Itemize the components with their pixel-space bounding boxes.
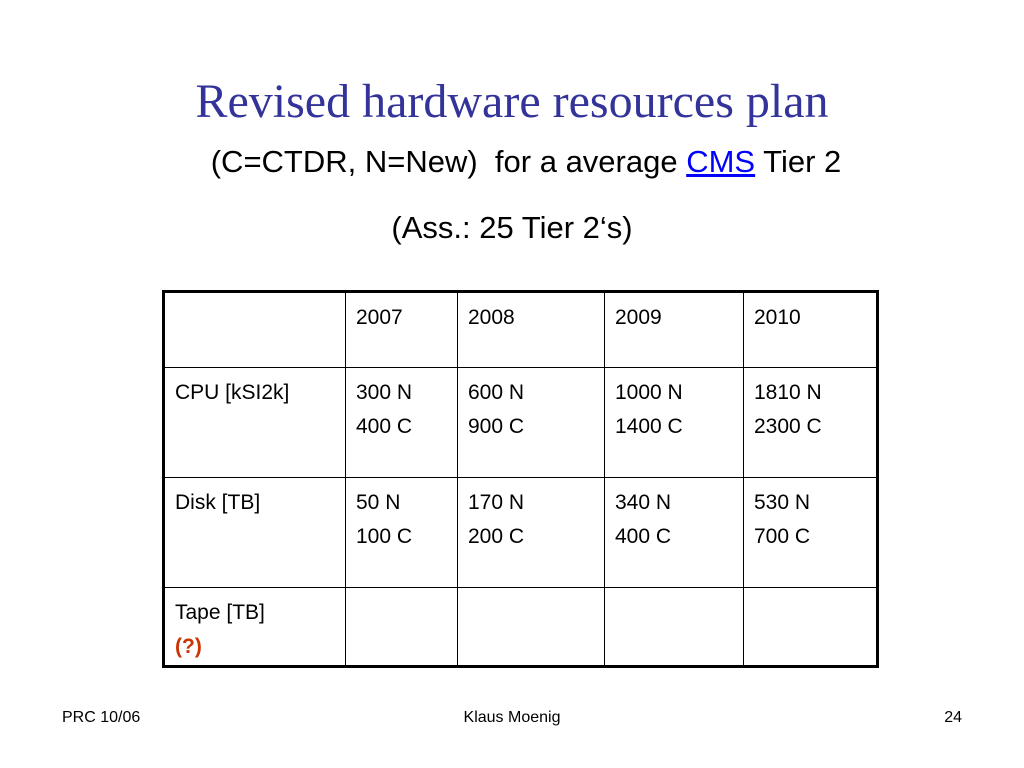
disk-2010-ctdr: 700 C	[754, 525, 811, 548]
cpu-2008-ctdr: 900 C	[468, 415, 525, 438]
disk-2009-cell: 340 N 400 C	[604, 477, 744, 588]
tape-2007-cell	[345, 587, 458, 667]
header-cell-2008: 2008	[457, 291, 605, 368]
footer-date: PRC 10/06	[62, 709, 141, 726]
footer-page-number: 24	[944, 709, 962, 726]
disk-2008-cell: 170 N 200 C	[457, 477, 605, 588]
row-label-tape: Tape [TB]	[175, 601, 265, 624]
disk-2007-new: 50 N	[356, 491, 401, 514]
disk-2010-cell: 530 N 700 C	[743, 477, 878, 588]
subtitle-prefix: (C=CTDR, N=New) for a average	[210, 144, 687, 179]
tape-2009-cell	[604, 587, 744, 667]
subtitle-suffix: Tier 2	[755, 144, 842, 179]
disk-2008-new: 170 N	[468, 491, 525, 514]
slide-subtitle: (C=CTDR, N=New) for a average CMS Tier 2	[0, 140, 1024, 184]
header-cell-2009: 2009	[604, 291, 744, 368]
cpu-2010-cell: 1810 N 2300 C	[743, 367, 878, 478]
disk-2009-new: 340 N	[615, 491, 672, 514]
cms-link[interactable]: CMS	[686, 144, 756, 179]
row-label-tape-cell: Tape [TB] (?)	[163, 587, 346, 667]
header-cell-empty	[163, 291, 346, 368]
table-row-disk: Disk [TB] 50 N 100 C 170 N 200 C 340 N 4…	[163, 477, 878, 588]
resources-table: 2007 2008 2009 2010 CPU [kSI2k] 300 N 40…	[162, 290, 879, 668]
cpu-2007-ctdr: 400 C	[356, 415, 413, 438]
cpu-2007-new: 300 N	[356, 381, 413, 404]
cpu-2009-cell: 1000 N 1400 C	[604, 367, 744, 478]
tape-unknown-note: (?)	[175, 635, 202, 658]
cpu-2009-ctdr: 1400 C	[615, 415, 683, 438]
assumption-note: (Ass.: 25 Tier 2‘s)	[391, 210, 633, 245]
table-row-tape: Tape [TB] (?)	[163, 587, 878, 667]
slide-title: Revised hardware resources plan	[195, 75, 829, 128]
cpu-2008-new: 600 N	[468, 381, 525, 404]
tape-2010-cell	[743, 587, 878, 667]
disk-2009-ctdr: 400 C	[615, 525, 672, 548]
disk-2007-ctdr: 100 C	[356, 525, 413, 548]
row-label-disk: Disk [TB]	[163, 477, 346, 588]
header-cell-2007: 2007	[345, 291, 458, 368]
table-row-cpu: CPU [kSI2k] 300 N 400 C 600 N 900 C 1000…	[163, 367, 878, 478]
cpu-2010-new: 1810 N	[754, 381, 822, 404]
disk-2007-cell: 50 N 100 C	[345, 477, 458, 588]
disk-2008-ctdr: 200 C	[468, 525, 525, 548]
table-header-row: 2007 2008 2009 2010	[163, 291, 878, 368]
disk-2010-new: 530 N	[754, 491, 811, 514]
cpu-2008-cell: 600 N 900 C	[457, 367, 605, 478]
cpu-2009-new: 1000 N	[615, 381, 683, 404]
footer-author: Klaus Moenig	[463, 709, 561, 726]
cpu-2010-ctdr: 2300 C	[754, 415, 822, 438]
row-label-cpu: CPU [kSI2k]	[163, 367, 346, 478]
tape-2008-cell	[457, 587, 605, 667]
header-cell-2010: 2010	[743, 291, 878, 368]
cpu-2007-cell: 300 N 400 C	[345, 367, 458, 478]
